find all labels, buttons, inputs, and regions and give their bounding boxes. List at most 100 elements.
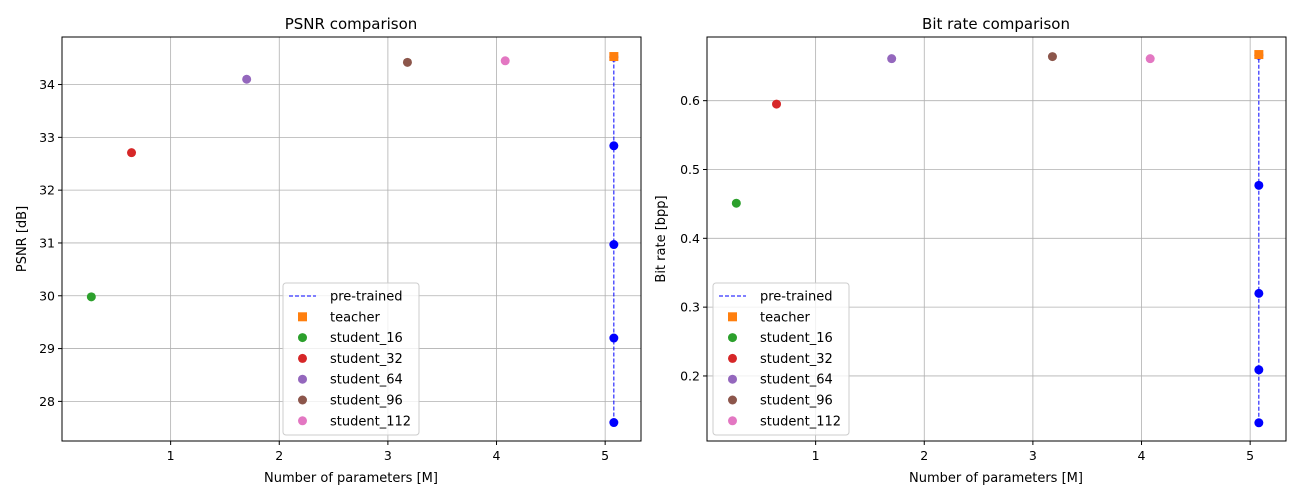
series-teacher [609,52,619,62]
x-tick-label: 3 [384,448,392,463]
legend-entry: student_96 [728,394,833,409]
legend-entry: student_32 [728,352,833,367]
y-axis-label: Bit rate [bpp] [654,195,669,282]
series-student_32 [127,148,137,158]
y-tick-label: 0.3 [680,300,700,315]
bitrate-chart: Bit rate comparison 1 2 3 4 5 0.2 0.3 0.4 0.5 0.6… [654,15,1287,486]
legend-swatch [298,395,307,405]
x-tick-label: 1 [812,448,820,463]
x-axis-label: Number of parameters [M] [264,471,438,486]
data-point [887,54,897,64]
legend-entry: student_112 [728,414,841,429]
legend-swatch [728,312,737,322]
legend-swatch [728,395,737,405]
legend-swatch [298,353,307,363]
series-student_112 [500,56,510,66]
legend-swatch [728,374,737,384]
x-tick-label: 1 [167,448,175,463]
data-point [609,141,619,151]
grid [707,37,1286,441]
data-point [609,333,619,343]
data-point [1254,365,1264,375]
legend: pre-trained teacher student_16 student_32st… [282,282,420,436]
legend-label: student_96 [760,394,833,409]
data-point [86,292,96,302]
y-tick-label: 31 [39,235,55,250]
legend-swatch [298,374,307,384]
plot-frame [61,36,642,442]
data-point [1254,418,1264,428]
data-point [500,56,510,66]
series-student_16 [86,292,96,302]
data-point [402,57,412,67]
x-tick-label: 2 [920,448,928,463]
legend-swatch [298,312,307,322]
legend-entry: pre-trained [289,290,403,305]
data-point [1145,54,1155,64]
x-tick-label: 4 [493,448,501,463]
series-student_16 [731,198,741,208]
legend-entry: pre-trained [719,290,833,305]
y-tick-label: 33 [39,130,55,145]
legend-label: student_64 [760,373,833,388]
legend-entry: teacher [728,310,810,325]
y-tick-label: 32 [39,183,55,198]
x-tick-label: 5 [601,448,609,463]
legend-label: teacher [330,310,380,325]
legend-swatch [728,353,737,363]
series-pre-trained [1254,50,1264,428]
y-tick-label: 34 [39,77,55,92]
x-tick-label: 5 [1246,448,1254,463]
x-axis-label: Number of parameters [M] [909,471,1083,486]
series-student_96 [402,57,412,67]
chart-title: PSNR comparison [285,15,418,33]
series-teacher [1254,50,1264,60]
legend-label: student_32 [760,352,833,367]
legend-entry: student_96 [298,394,403,409]
data-point [242,74,252,84]
legend-label: pre-trained [760,290,833,305]
legend-entry: student_16 [728,331,833,346]
data-point [127,148,137,158]
legend-label: teacher [760,310,810,325]
legend-label: student_16 [760,331,833,346]
data-point [731,198,741,208]
legend-box [712,282,850,436]
legend-label: student_64 [330,373,403,388]
y-tick-label: 30 [39,288,55,303]
legend-swatch [298,416,307,426]
chart-title: Bit rate comparison [922,15,1070,33]
data-point [1254,288,1264,298]
data-point [1047,52,1057,62]
plot-frame [706,36,1287,442]
data-point [1254,180,1264,190]
series-student_64 [242,74,252,84]
x-tick-label: 3 [1029,448,1037,463]
y-tick-label: 29 [39,341,55,356]
y-tick-label: 0.4 [680,231,700,246]
series-student_64 [887,54,897,64]
y-tick-label: 0.5 [680,162,700,177]
legend-label: pre-trained [330,290,403,305]
data-point [609,52,619,62]
series-student_112 [1145,54,1155,64]
y-tick-label: 28 [39,394,55,409]
data-point [609,418,619,428]
data-point [609,240,619,250]
legend-label: student_16 [330,331,403,346]
legend-entry: student_32 [298,352,403,367]
axis-ticks: 1 2 3 4 5 0.2 0.3 0.4 0.5 0.6 [680,93,1254,463]
legend-entry: student_112 [298,414,411,429]
y-tick-label: 0.6 [680,93,700,108]
legend-entry: student_64 [298,373,403,388]
y-tick-label: 0.2 [680,368,700,383]
legend-entry: teacher [298,310,380,325]
series-pre-trained [609,52,619,428]
legend-box [282,282,420,436]
legend-label: student_112 [330,414,411,429]
series-student_32 [772,99,782,109]
legend-entry: student_64 [728,373,833,388]
legend-label: student_32 [330,352,403,367]
